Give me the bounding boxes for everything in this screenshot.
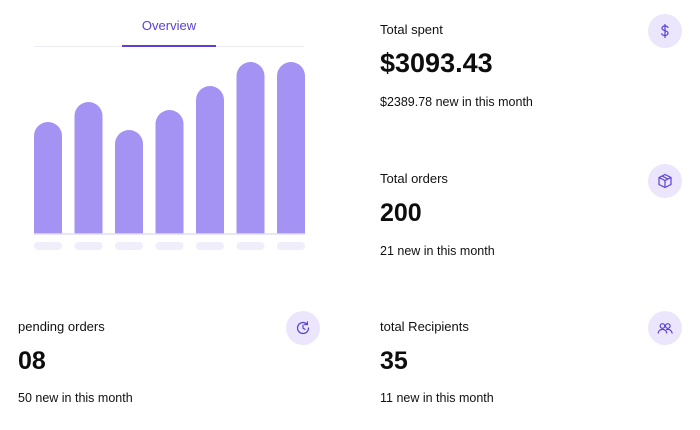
card-pending-orders: pending orders 08 50 new in this month [18,311,323,419]
tab-active-indicator [122,45,216,47]
card-label: Total spent [380,22,443,37]
card-label: total Recipients [380,319,469,334]
dollar-icon [648,14,682,48]
card-label: Total orders [380,171,448,186]
card-subtext: $2389.78 new in this month [380,95,533,109]
chart-bar[interactable] [115,130,143,234]
chart-bar[interactable] [236,62,265,235]
card-total-spent: Total spent $3093.43 $2389.78 new in thi… [380,14,685,122]
x-tick-label-placeholder [34,242,62,250]
box-icon [648,164,682,198]
chart-bar[interactable] [34,122,62,234]
x-tick-label-placeholder [196,242,224,250]
x-tick-label-placeholder [155,242,184,250]
chart-bar[interactable] [155,110,184,234]
users-icon [648,311,682,345]
chart-bar[interactable] [196,86,224,235]
card-value: 200 [380,199,422,227]
card-value: 08 [18,347,46,375]
x-tick-label-placeholder [74,242,103,250]
card-label: pending orders [18,319,105,334]
card-subtext: 21 new in this month [380,244,495,258]
x-tick-label-placeholder [115,242,143,250]
card-value: $3093.43 [380,48,493,78]
x-tick-label-placeholder [277,242,305,250]
tab-overview[interactable]: Overview [141,18,197,33]
chart-bar[interactable] [277,62,305,234]
card-subtext: 50 new in this month [18,391,133,405]
chart-bar[interactable] [74,102,103,234]
card-subtext: 11 new in this month [380,391,494,405]
refresh-icon [286,311,320,345]
x-tick-label-placeholder [236,242,265,250]
card-total-orders: Total orders 200 21 new in this month [380,164,685,271]
card-total-recipients: total Recipients 35 11 new in this month [380,311,685,419]
card-value: 35 [380,347,408,375]
